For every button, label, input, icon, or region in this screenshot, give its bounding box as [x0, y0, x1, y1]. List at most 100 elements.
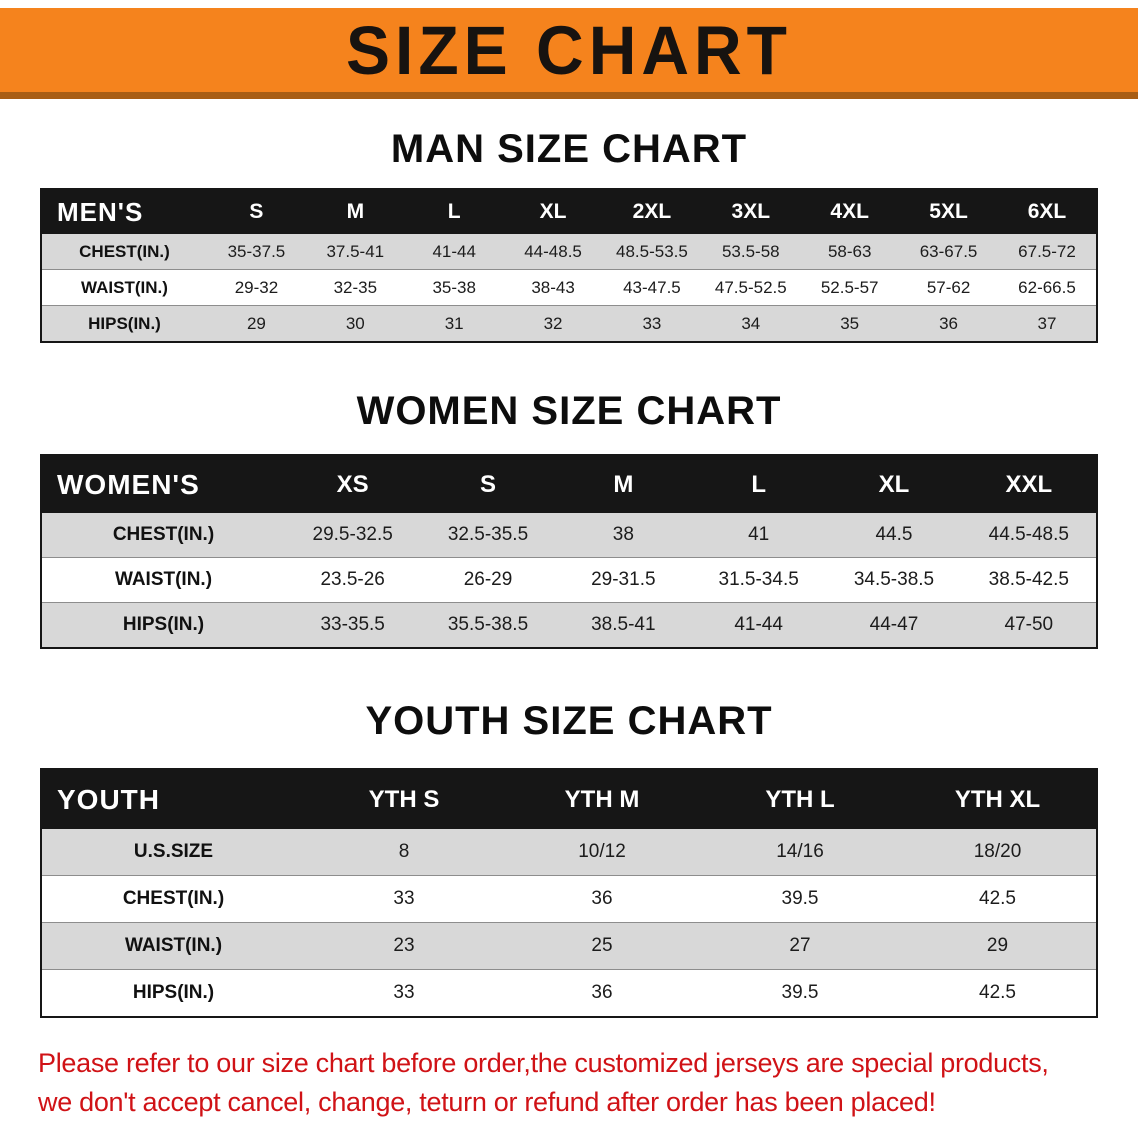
men-size-table: MEN'S S M L XL 2XL 3XL 4XL 5XL 6XL CHEST…: [40, 188, 1098, 343]
women-size-table: WOMEN'S XS S M L XL XXL CHEST(IN.) 29.5-…: [40, 454, 1098, 649]
size-cell: 33-35.5: [320, 614, 385, 635]
size-cell: 25: [591, 935, 613, 956]
table-row: WAIST(IN.) 29-32 32-35 35-38 38-43 43-47…: [41, 269, 1097, 306]
youth-header-label: YOUTH: [41, 769, 305, 829]
women-section: WOMEN SIZE CHART WOMEN'S XS S M L XL XXL…: [0, 389, 1138, 649]
size-cell: 29-31.5: [591, 569, 656, 590]
size-column-header: 5XL: [899, 189, 998, 234]
row-label: HIPS(IN.): [132, 982, 215, 1003]
size-cell: 38.5-41: [591, 614, 656, 635]
row-label: WAIST(IN.): [114, 569, 213, 590]
size-cell: 33: [393, 888, 415, 909]
row-label: CHEST(IN.): [122, 888, 225, 909]
size-cell: 44.5-48.5: [988, 524, 1069, 545]
size-column-header: YTH L: [701, 769, 899, 829]
size-cell: 35-37.5: [227, 241, 286, 261]
size-cell: 38.5-42.5: [988, 569, 1069, 590]
size-cell: 53.5-58: [721, 241, 780, 261]
youth-section-heading: YOUTH SIZE CHART: [365, 699, 773, 743]
size-cell: 32.5-35.5: [447, 524, 529, 545]
size-cell: 41: [748, 524, 770, 545]
size-cell: 38: [612, 524, 634, 545]
size-column-header: XL: [826, 455, 962, 513]
size-cell: 37: [1037, 313, 1057, 333]
size-cell: 62-66.5: [1018, 277, 1076, 297]
size-cell: 67.5-72: [1018, 241, 1076, 261]
size-column-header: YTH M: [503, 769, 701, 829]
size-chart-title: SIZE CHART: [346, 11, 792, 89]
size-column-header: S: [420, 455, 556, 513]
size-cell: 32: [543, 313, 563, 333]
table-row: U.S.SIZE 8 10/12 14/16 18/20: [41, 829, 1097, 876]
size-cell: 14/16: [776, 841, 824, 862]
size-cell: 44.5: [875, 524, 913, 545]
row-label: HIPS(IN.): [88, 313, 161, 333]
table-row: HIPS(IN.) 29 30 31 32 33 34 35 36 37: [41, 305, 1097, 342]
row-label: CHEST(IN.): [79, 241, 170, 261]
size-cell: 18/20: [973, 841, 1022, 862]
size-cell: 48.5-53.5: [616, 241, 688, 261]
size-cell: 32-35: [333, 277, 378, 297]
size-cell: 10/12: [578, 841, 626, 862]
size-column-header: 2XL: [602, 189, 702, 234]
table-row: CHEST(IN.) 29.5-32.5 32.5-35.5 38 41 44.…: [41, 513, 1097, 558]
table-row: WAIST(IN.) 23 25 27 29: [41, 922, 1097, 970]
size-cell: 34: [741, 313, 761, 333]
size-chart-banner: SIZE CHART: [0, 8, 1138, 99]
men-header-row: MEN'S S M L XL 2XL 3XL 4XL 5XL 6XL: [41, 189, 1097, 234]
size-cell: 38-43: [531, 277, 575, 297]
row-label: WAIST(IN.): [81, 277, 168, 297]
men-section-heading: MAN SIZE CHART: [390, 127, 748, 171]
size-cell: 36: [591, 982, 613, 1003]
size-cell: 44-48.5: [524, 241, 582, 261]
size-cell: 39.5: [781, 982, 819, 1003]
size-cell: 34.5-38.5: [853, 569, 935, 590]
size-column-header: 6XL: [998, 189, 1097, 234]
table-row: WAIST(IN.) 23.5-26 26-29 29-31.5 31.5-34…: [41, 557, 1097, 603]
size-column-header: XS: [285, 455, 421, 513]
size-cell: 58-63: [827, 241, 872, 261]
youth-section: YOUTH SIZE CHART YOUTH YTH S YTH M YTH L…: [0, 699, 1138, 1018]
size-cell: 29.5-32.5: [312, 524, 393, 545]
size-cell: 36: [939, 313, 959, 333]
row-label: CHEST(IN.): [112, 524, 215, 545]
size-column-header: M: [555, 455, 691, 513]
size-cell: 23: [393, 935, 415, 956]
disclaimer: Please refer to our size chart before or…: [38, 1044, 1138, 1122]
size-column-header: M: [305, 189, 405, 234]
women-header-row: WOMEN'S XS S M L XL XXL: [41, 455, 1097, 513]
size-cell: 39.5: [781, 888, 819, 909]
youth-size-table: YOUTH YTH S YTH M YTH L YTH XL U.S.SIZE …: [40, 768, 1098, 1018]
size-cell: 43-47.5: [623, 277, 681, 297]
size-column-header: S: [207, 189, 306, 234]
size-cell: 30: [345, 313, 365, 333]
size-column-header: XXL: [961, 455, 1097, 513]
size-cell: 42.5: [979, 982, 1016, 1003]
table-row: CHEST(IN.) 35-37.5 37.5-41 41-44 44-48.5…: [41, 234, 1097, 270]
size-cell: 63-67.5: [919, 241, 978, 261]
men-section: MAN SIZE CHART MEN'S S M L XL 2XL 3XL 4X…: [0, 127, 1138, 343]
size-column-header: L: [690, 455, 827, 513]
men-header-label: MEN'S: [41, 189, 207, 234]
size-cell: 44-47: [869, 614, 919, 635]
size-column-header: YTH XL: [899, 769, 1097, 829]
row-label: HIPS(IN.): [122, 614, 205, 635]
size-cell: 31.5-34.5: [718, 569, 799, 590]
row-label: WAIST(IN.): [124, 935, 223, 956]
size-column-header: XL: [503, 189, 603, 234]
size-cell: 29: [246, 313, 266, 333]
size-cell: 52.5-57: [820, 277, 879, 297]
size-cell: 35: [840, 313, 860, 333]
women-section-heading: WOMEN SIZE CHART: [356, 389, 782, 433]
disclaimer-line-2: we don't accept cancel, change, teturn o…: [38, 1087, 936, 1117]
size-cell: 33: [642, 313, 662, 333]
size-column-header: YTH S: [305, 769, 503, 829]
size-cell: 36: [591, 888, 613, 909]
size-cell: 42.5: [979, 888, 1016, 909]
size-cell: 8: [398, 841, 410, 862]
table-row: CHEST(IN.) 33 36 39.5 42.5: [41, 875, 1097, 923]
youth-header-row: YOUTH YTH S YTH M YTH L YTH XL: [41, 769, 1097, 829]
size-cell: 33: [393, 982, 415, 1003]
size-cell: 41-44: [734, 614, 783, 635]
